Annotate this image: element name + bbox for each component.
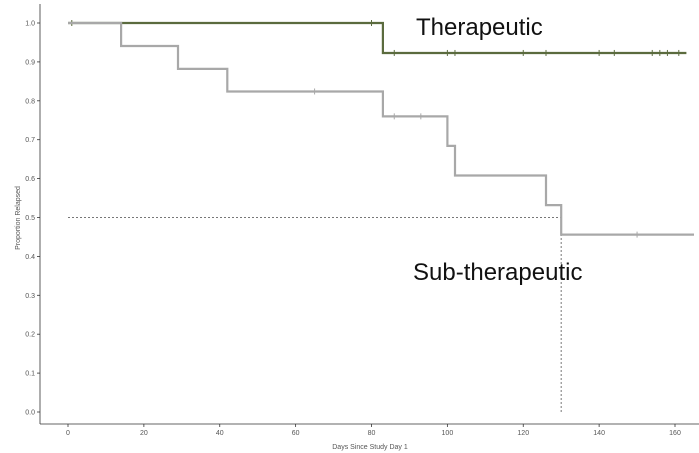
y-tick-label: 0.4 (25, 254, 35, 261)
y-tick-label: 0.9 (25, 59, 35, 66)
x-tick-label: 20 (140, 430, 148, 437)
y-tick-label: 0.8 (25, 98, 35, 105)
x-tick-label: 60 (292, 430, 300, 437)
x-tick-label: 140 (593, 430, 605, 437)
series-line-sub-therapeutic (68, 21, 694, 236)
y-axis-title: Proportion Relapsed (15, 186, 22, 250)
x-tick-label: 120 (517, 430, 529, 437)
y-tick-label: 0.7 (25, 137, 35, 144)
annotation-sub-therapeutic: Sub-therapeutic (413, 259, 582, 286)
y-tick-label: 1.0 (25, 21, 35, 28)
series-line-therapeutic (68, 21, 687, 55)
y-tick-label: 0.6 (25, 176, 35, 183)
y-tick-label: 0.1 (25, 371, 35, 378)
plot-area: 0 20 40 60 80 100 120 140 160 0.0 0.1 0.2 0.3 0.4 0.5 0… (25, 4, 699, 437)
annotation-therapeutic: Therapeutic (416, 14, 543, 41)
x-tick-label: 160 (669, 430, 681, 437)
x-tick-label: 40 (216, 430, 224, 437)
y-tick-label: 0.0 (25, 410, 35, 417)
x-tick-label: 0 (66, 430, 70, 437)
y-tick-label: 0.3 (25, 293, 35, 300)
x-tick-label: 100 (442, 430, 454, 437)
x-tick-label: 80 (368, 430, 376, 437)
y-tick-label: 0.2 (25, 332, 35, 339)
y-tick-label: 0.5 (25, 215, 35, 222)
x-axis-title: Days Since Study Day 1 (332, 444, 408, 451)
